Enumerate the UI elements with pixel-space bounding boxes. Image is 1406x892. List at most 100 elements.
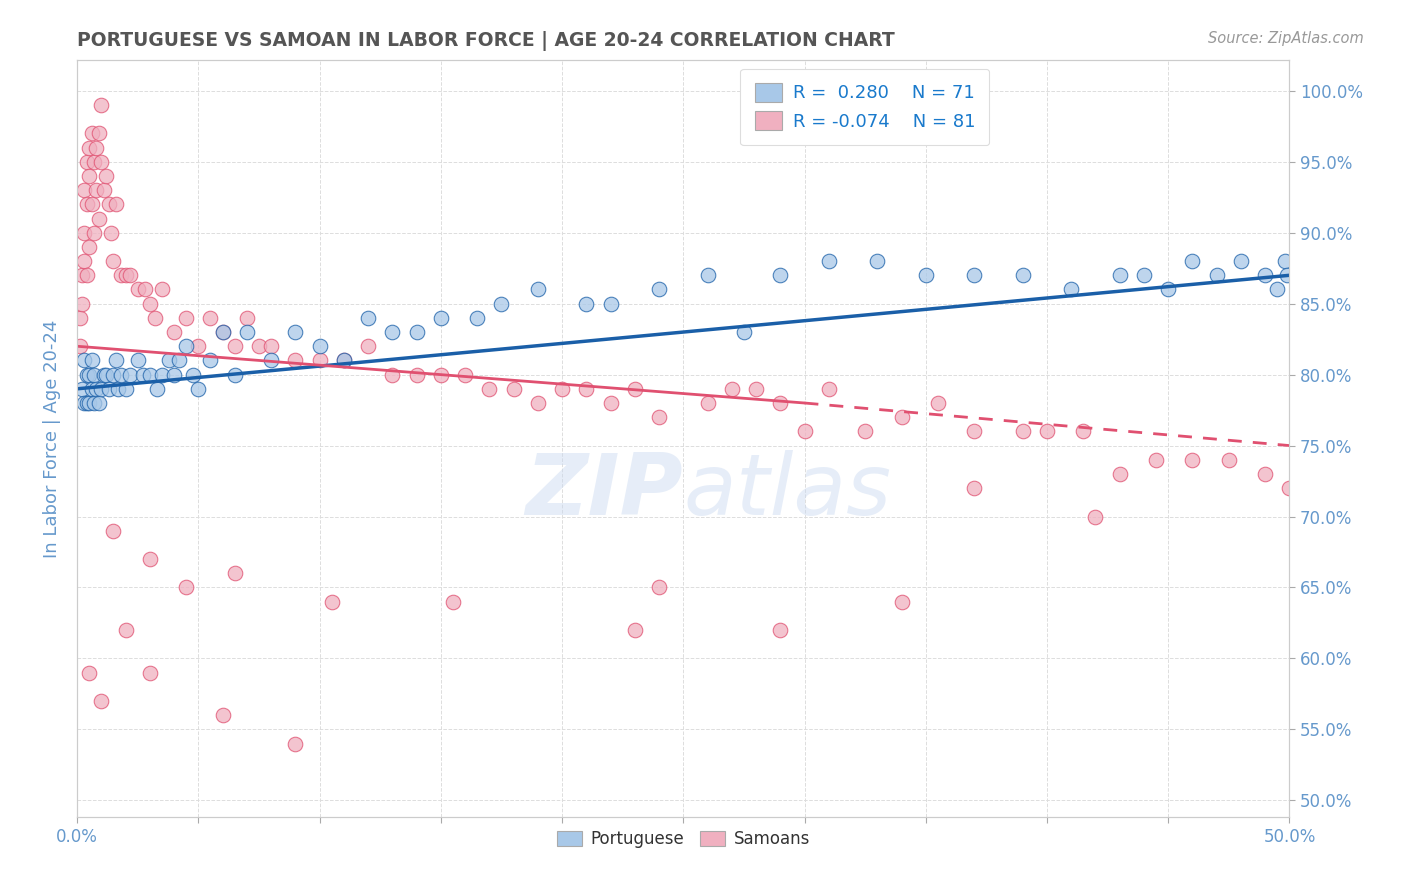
Point xyxy=(127,353,149,368)
Point xyxy=(1274,254,1296,268)
Point xyxy=(491,296,513,310)
Point xyxy=(333,353,356,368)
Point xyxy=(76,368,98,382)
Point xyxy=(623,623,645,637)
Point xyxy=(96,368,118,382)
Point xyxy=(139,368,162,382)
Point xyxy=(260,353,283,368)
Point xyxy=(1084,509,1107,524)
Point xyxy=(1108,467,1130,481)
Point xyxy=(104,353,127,368)
Point xyxy=(211,708,233,723)
Y-axis label: In Labor Force | Age 20-24: In Labor Force | Age 20-24 xyxy=(44,319,60,558)
Point xyxy=(73,353,96,368)
Point xyxy=(73,396,96,410)
Point xyxy=(77,665,100,680)
Point xyxy=(86,183,108,197)
Point xyxy=(77,396,100,410)
Point xyxy=(963,481,986,495)
Point xyxy=(87,127,110,141)
Point xyxy=(1205,268,1227,283)
Point xyxy=(90,154,112,169)
Point xyxy=(793,425,815,439)
Point xyxy=(139,665,162,680)
Point xyxy=(114,382,136,396)
Point xyxy=(1218,452,1240,467)
Point xyxy=(93,183,115,197)
Legend: Portuguese, Samoans: Portuguese, Samoans xyxy=(550,823,817,855)
Point xyxy=(526,396,548,410)
Point xyxy=(284,737,307,751)
Point xyxy=(430,310,453,325)
Point xyxy=(1133,268,1156,283)
Point xyxy=(720,382,742,396)
Point xyxy=(120,268,142,283)
Point xyxy=(963,268,986,283)
Point xyxy=(77,140,100,154)
Point xyxy=(73,183,96,197)
Point xyxy=(174,339,197,353)
Point xyxy=(80,353,103,368)
Point xyxy=(430,368,453,382)
Point xyxy=(107,382,129,396)
Point xyxy=(769,623,792,637)
Point xyxy=(890,595,912,609)
Point xyxy=(1011,268,1033,283)
Point xyxy=(150,368,173,382)
Point xyxy=(103,368,125,382)
Point xyxy=(224,368,246,382)
Point xyxy=(1073,425,1095,439)
Text: ZIP: ZIP xyxy=(526,450,683,533)
Point xyxy=(174,581,197,595)
Point xyxy=(83,396,105,410)
Point xyxy=(83,154,105,169)
Point xyxy=(236,310,259,325)
Point xyxy=(745,382,768,396)
Point xyxy=(200,310,222,325)
Point xyxy=(1108,268,1130,283)
Point xyxy=(381,325,404,339)
Point xyxy=(1275,268,1298,283)
Point xyxy=(183,368,205,382)
Point xyxy=(86,382,108,396)
Point xyxy=(143,310,166,325)
Point xyxy=(1036,425,1059,439)
Point xyxy=(80,382,103,396)
Point xyxy=(76,197,98,211)
Point xyxy=(357,339,380,353)
Point xyxy=(87,211,110,226)
Point xyxy=(381,368,404,382)
Point xyxy=(97,382,120,396)
Point xyxy=(167,353,190,368)
Point xyxy=(333,353,356,368)
Point xyxy=(308,339,330,353)
Point xyxy=(1181,254,1204,268)
Point xyxy=(1060,283,1083,297)
Point xyxy=(696,268,718,283)
Point xyxy=(211,325,233,339)
Point xyxy=(90,382,112,396)
Point xyxy=(76,154,98,169)
Point xyxy=(114,623,136,637)
Point xyxy=(526,283,548,297)
Point xyxy=(648,581,671,595)
Point xyxy=(139,296,162,310)
Point xyxy=(478,382,501,396)
Point xyxy=(90,98,112,112)
Point xyxy=(1265,283,1288,297)
Point xyxy=(853,425,876,439)
Point xyxy=(77,240,100,254)
Point xyxy=(80,127,103,141)
Point xyxy=(163,325,186,339)
Point xyxy=(357,310,380,325)
Point xyxy=(284,325,307,339)
Point xyxy=(224,566,246,581)
Text: PORTUGUESE VS SAMOAN IN LABOR FORCE | AGE 20-24 CORRELATION CHART: PORTUGUESE VS SAMOAN IN LABOR FORCE | AG… xyxy=(77,31,896,51)
Point xyxy=(575,382,598,396)
Point xyxy=(146,382,169,396)
Point xyxy=(1278,481,1301,495)
Point xyxy=(139,552,162,566)
Point xyxy=(648,410,671,425)
Point xyxy=(70,268,93,283)
Point xyxy=(110,368,132,382)
